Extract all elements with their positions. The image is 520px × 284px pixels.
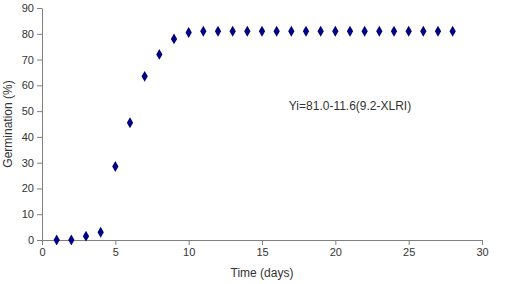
- y-axis: 0 10 20 30 40 50 60 70 80 90: [22, 2, 43, 246]
- tick-mark: [37, 214, 42, 215]
- tick: 90: [22, 2, 42, 14]
- tick-mark: [37, 137, 42, 138]
- point: [68, 235, 74, 245]
- tick-mark: [262, 240, 263, 245]
- point: [450, 26, 456, 37]
- x-axis-title: Time (days): [231, 266, 294, 280]
- tick-label: 30: [22, 157, 34, 169]
- annotation: Yi=81.0-11.6(9.2-XLRI): [289, 99, 411, 113]
- tick: 10: [22, 208, 42, 220]
- tick-label: 50: [22, 105, 34, 117]
- point: [127, 117, 133, 128]
- tick-label: 60: [22, 79, 34, 91]
- tick: 20: [330, 240, 342, 258]
- point: [142, 71, 148, 82]
- tick: 0: [39, 240, 45, 258]
- point: [171, 34, 177, 45]
- point: [318, 26, 324, 37]
- tick-mark: [42, 240, 43, 245]
- point: [376, 26, 382, 37]
- chart: 0 5 10 15 20 25 30 0 10 20 30 40 50 60 70 80 90 Time (day…: [0, 0, 520, 284]
- tick-label: 15: [256, 246, 268, 258]
- x-axis: 0 5 10 15 20 25 30: [39, 240, 488, 258]
- tick-mark: [482, 240, 483, 245]
- point: [391, 26, 397, 37]
- tick: 30: [476, 240, 488, 258]
- point: [347, 26, 353, 37]
- tick: 5: [113, 240, 119, 258]
- tick: 15: [256, 240, 268, 258]
- tick-label: 0: [28, 234, 34, 246]
- point: [435, 26, 441, 37]
- tick: 30: [22, 157, 42, 169]
- tick: 50: [22, 105, 42, 117]
- tick-mark: [335, 240, 336, 245]
- tick-label: 40: [22, 131, 34, 143]
- tick-label: 70: [22, 54, 34, 66]
- tick-mark: [37, 34, 42, 35]
- point: [420, 26, 426, 37]
- tick-label: 5: [113, 246, 119, 258]
- point: [259, 26, 265, 37]
- tick: 80: [22, 28, 42, 40]
- tick-mark: [37, 163, 42, 164]
- point: [98, 227, 104, 238]
- points: [54, 26, 456, 245]
- point: [54, 235, 60, 245]
- tick-label: 30: [476, 246, 488, 258]
- point: [230, 26, 236, 37]
- point: [156, 49, 162, 60]
- tick-mark: [37, 111, 42, 112]
- point: [83, 231, 89, 242]
- tick-mark: [37, 60, 42, 61]
- point: [332, 26, 338, 37]
- point: [244, 26, 250, 37]
- tick: 0: [28, 234, 42, 246]
- axis-line: [42, 9, 43, 241]
- tick-mark: [37, 8, 42, 9]
- tick-label: 0: [39, 246, 45, 258]
- tick-mark: [189, 240, 190, 245]
- tick-label: 20: [22, 182, 34, 194]
- point: [303, 26, 309, 37]
- tick: 20: [22, 182, 42, 194]
- point: [200, 26, 206, 37]
- tick-label: 20: [330, 246, 342, 258]
- tick-label: 10: [22, 208, 34, 220]
- tick-mark: [409, 240, 410, 245]
- point: [362, 26, 368, 37]
- point: [288, 26, 294, 37]
- tick-mark: [37, 240, 42, 241]
- tick-mark: [37, 188, 42, 189]
- point: [215, 26, 221, 37]
- tick-mark: [115, 240, 116, 245]
- tick-mark: [37, 85, 42, 86]
- point: [112, 161, 118, 172]
- tick-label: 25: [403, 246, 415, 258]
- tick: 70: [22, 54, 42, 66]
- tick-label: 90: [22, 2, 34, 14]
- tick-label: 80: [22, 28, 34, 40]
- point: [406, 26, 412, 37]
- point: [186, 27, 192, 38]
- tick-label: 10: [183, 246, 195, 258]
- tick: 25: [403, 240, 415, 258]
- point: [274, 26, 280, 37]
- tick: 40: [22, 131, 42, 143]
- y-axis-title: Germination (%): [1, 80, 15, 167]
- tick: 10: [183, 240, 195, 258]
- tick: 60: [22, 79, 42, 91]
